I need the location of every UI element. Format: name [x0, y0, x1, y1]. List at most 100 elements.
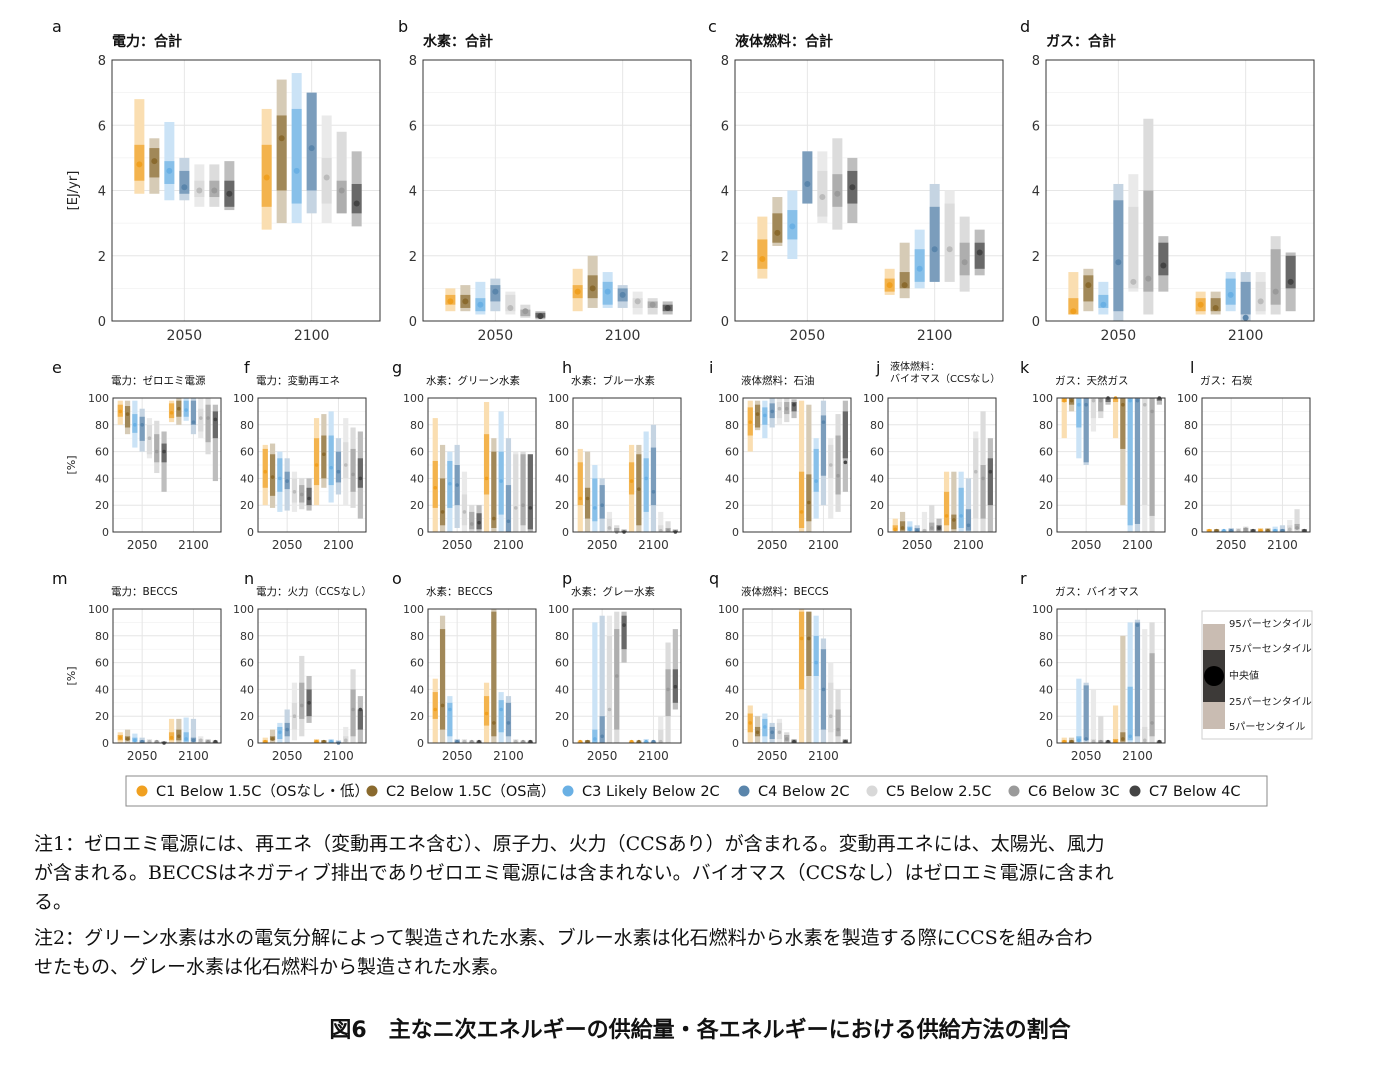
- median-dot-C3: [477, 301, 484, 308]
- iqr-box-C5: [1142, 398, 1148, 506]
- median-dot-C5: [462, 510, 467, 514]
- y-tick-label: 20: [240, 499, 254, 512]
- median-dot-C4: [1115, 259, 1122, 266]
- iqr-box-C5: [461, 494, 468, 526]
- median-dot-C4: [285, 479, 289, 483]
- median-dot-C6: [784, 406, 789, 411]
- panel-border: [1201, 397, 1311, 533]
- iqr-box-C3: [277, 458, 283, 492]
- x-tick-label: 2100: [808, 538, 839, 552]
- median-dot-C1: [447, 298, 454, 305]
- median-dot-C3: [916, 265, 923, 272]
- y-tick-label: 2: [1032, 250, 1040, 265]
- whisker-band-C3: [813, 615, 819, 743]
- whisker-band-C2: [806, 404, 812, 532]
- iqr-box-C6: [835, 709, 841, 737]
- y-tick-label: 60: [725, 446, 739, 459]
- iqr-box-C7: [842, 411, 848, 459]
- y-tick-label: 0: [562, 526, 569, 539]
- median-dot-C3: [763, 725, 767, 729]
- x-tick-label: 2050: [272, 749, 303, 763]
- median-dot-C2: [1069, 398, 1074, 403]
- median-dot-C3: [763, 413, 767, 418]
- panel-i: 0 20 40 60 80 100 2050 2100 i 液体燃料：石油: [709, 358, 852, 552]
- x-tick-label: 2050: [1071, 538, 1102, 552]
- iqr-box-C4: [802, 151, 813, 204]
- panel-border: [112, 397, 222, 533]
- y-tick-label: 100: [548, 392, 569, 405]
- whisker-band-C4: [190, 718, 197, 743]
- whisker-band-C6: [1098, 716, 1104, 743]
- iqr-box-C7: [357, 458, 363, 488]
- median-dot-C2: [278, 135, 285, 142]
- iqr-box-C2: [124, 406, 131, 428]
- y-tick-label: 6: [98, 119, 106, 134]
- panel-border: [572, 397, 682, 533]
- median-dot-C2: [1121, 737, 1125, 741]
- legend-swatch-C3: [562, 785, 574, 797]
- median-dot-C1: [118, 735, 123, 740]
- iqr-box-C4: [335, 451, 342, 483]
- x-tick-label: 2050: [272, 538, 303, 552]
- legend-item-C3: C3 Likely Below 2C: [562, 784, 720, 800]
- panel-title: 電力：ゼロエミ電源: [111, 374, 206, 387]
- median-dot-C1: [484, 476, 489, 481]
- iqr-box-C7: [987, 458, 993, 506]
- x-tick-label: 2100: [808, 749, 839, 763]
- median-dot-C7: [976, 249, 983, 256]
- panel-letter: j: [875, 358, 880, 377]
- x-tick-label: 2050: [127, 749, 158, 763]
- median-dot-C7: [1287, 278, 1294, 285]
- median-dot-C6: [649, 301, 656, 308]
- y-tick-label: 0: [102, 737, 109, 750]
- percentile-label: 5パーセンタイル: [1229, 721, 1305, 733]
- panel-h: 0 20 40 60 80 100 2050 2100 h水素：ブルー水素: [548, 358, 682, 552]
- median-dot-C2: [270, 737, 275, 741]
- whisker-band-C7: [212, 404, 218, 482]
- panel-border: [734, 59, 1004, 322]
- median-dot-C1: [799, 636, 804, 641]
- y-tick-label: 4: [721, 185, 729, 200]
- median-dot-C4: [770, 409, 774, 414]
- iqr-box-C7: [306, 487, 312, 506]
- panel-letter: n: [244, 569, 254, 588]
- whisker-band-C7: [1156, 398, 1162, 405]
- panel-l: 0 20 40 60 80 100 2050 2100 l ガス：石炭: [1177, 358, 1311, 552]
- y-tick-label: 100: [88, 392, 109, 405]
- median-dot-C6: [1145, 275, 1152, 282]
- y-tick-label: 80: [410, 419, 424, 432]
- iqr-box-C1: [432, 692, 438, 719]
- panel-letter: d: [1020, 17, 1030, 36]
- y-tick-label: 80: [870, 419, 884, 432]
- iqr-box-C3: [291, 108, 302, 204]
- iqr-box-C6: [980, 465, 986, 519]
- median-dot-C3: [166, 167, 173, 174]
- whisker-band-C3: [1076, 398, 1082, 459]
- iqr-box-C1: [262, 448, 268, 488]
- iqr-box-C6: [1143, 190, 1154, 292]
- median-dot-C3: [814, 660, 818, 665]
- median-dot-C6: [338, 187, 345, 194]
- x-tick-label: 2050: [442, 749, 473, 763]
- y-tick-label: 0: [1032, 315, 1040, 330]
- median-dot-C1: [433, 485, 438, 490]
- iqr-box-C2: [439, 629, 446, 730]
- median-dot-C3: [499, 707, 503, 712]
- y-tick-label: 0: [732, 737, 739, 750]
- y-tick-label: 0: [562, 737, 569, 750]
- median-dot-C7: [358, 476, 363, 481]
- y-tick-label: 40: [725, 683, 739, 696]
- legend-item-C1: C1 Below 1.5C（OSなし・低）: [136, 783, 369, 800]
- whisker-band-C6: [1294, 509, 1300, 532]
- median-dot-C5: [196, 187, 203, 194]
- y-tick-label: 80: [1039, 630, 1053, 643]
- median-dot-C7: [849, 184, 856, 191]
- median-dot-C1: [799, 510, 804, 514]
- median-dot-C3: [644, 476, 648, 481]
- iqr-box-C5: [817, 170, 828, 217]
- iqr-box-C4: [139, 416, 145, 441]
- median-dot-C3: [293, 167, 300, 174]
- y-tick-label: 40: [870, 472, 884, 485]
- y-tick-label: 0: [247, 526, 254, 539]
- y-tick-label: 0: [417, 737, 424, 750]
